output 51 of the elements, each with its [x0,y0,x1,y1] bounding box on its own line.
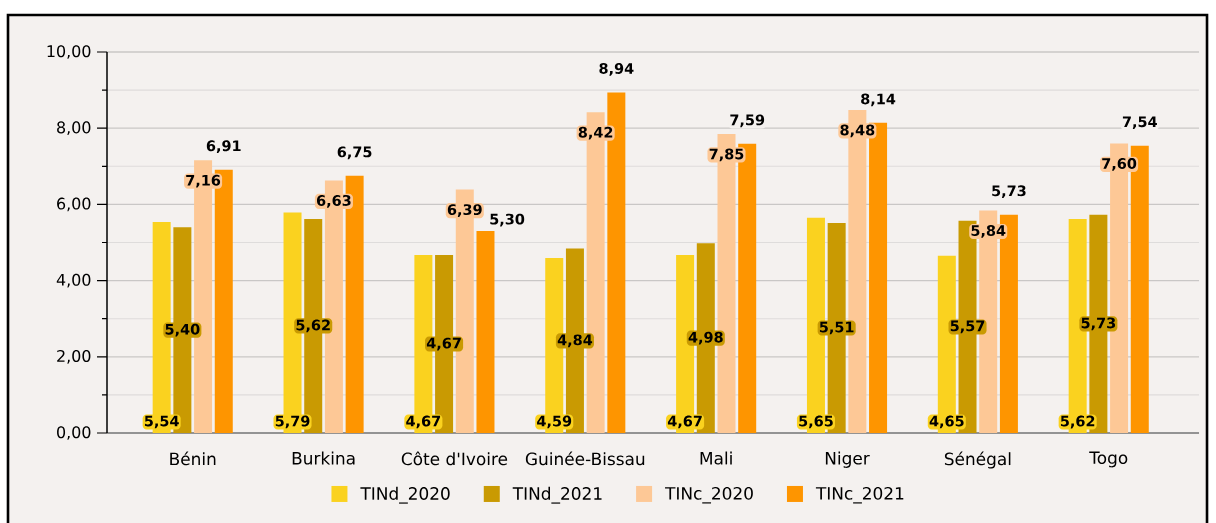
data-label: 5,84 [971,225,1006,238]
x-tick-label: Mali [700,451,732,465]
data-label: 7,16 [186,174,221,188]
y-tick-label: 2,00 [57,349,91,364]
legend-label: TINd_2020 [360,486,450,504]
data-label: 7,60 [1102,158,1137,171]
y-tick-label: 0,00 [57,426,91,440]
data-label: 8,48 [840,124,875,138]
data-label: 4,67 [667,415,702,429]
data-label: 6,75 [337,146,372,160]
data-label: 4,65 [929,415,964,429]
data-label: 5,54 [144,415,179,429]
data-label: 5,73 [1081,317,1116,331]
data-label: 4,59 [537,415,572,429]
data-label: 5,30 [490,213,525,227]
y-tick-label: 8,00 [57,121,91,136]
data-label: 6,39 [447,204,482,217]
data-label: 7,59 [730,114,765,128]
data-label: 5,51 [819,321,854,335]
data-label: 5,62 [1060,415,1095,429]
data-label: 8,14 [861,93,896,107]
data-label: 5,65 [799,415,833,429]
data-label: 5,79 [275,415,310,429]
data-label: 5,57 [950,320,985,334]
x-tick-label: Côte d'Ivoire [401,451,508,466]
x-tick-label: Bénin [170,451,216,466]
data-label: 4,67 [426,337,461,351]
data-label: 4,67 [406,415,441,429]
x-tick-label: Guinée-Bissau [525,451,645,466]
data-label: 5,73 [992,185,1026,199]
x-tick-label: Niger [825,451,870,468]
data-label: 6,63 [316,194,351,208]
data-label: 7,85 [709,148,744,162]
data-label: 4,84 [557,334,593,348]
data-label: 4,98 [688,331,723,345]
data-label: 7,54 [1122,116,1157,130]
legend-label: TINd_2021 [512,486,602,504]
y-tick-label: 6,00 [57,197,91,212]
legend-label: TINc_2021 [815,486,904,504]
x-tick-label: Togo [1089,451,1128,468]
data-label: 8,94 [599,62,634,76]
data-label: 5,40 [165,323,200,337]
bar [476,231,495,433]
data-label: 6,91 [206,140,241,154]
legend-label: TINc_2020 [665,486,753,504]
x-tick-label: Sénégal [944,451,1011,469]
x-tick-label: Burkina [292,451,355,465]
data-label: 8,42 [578,126,613,140]
data-label: 5,62 [296,319,330,333]
y-tick-label: 4,00 [56,273,91,288]
y-tick-label: 10,00 [47,45,91,59]
